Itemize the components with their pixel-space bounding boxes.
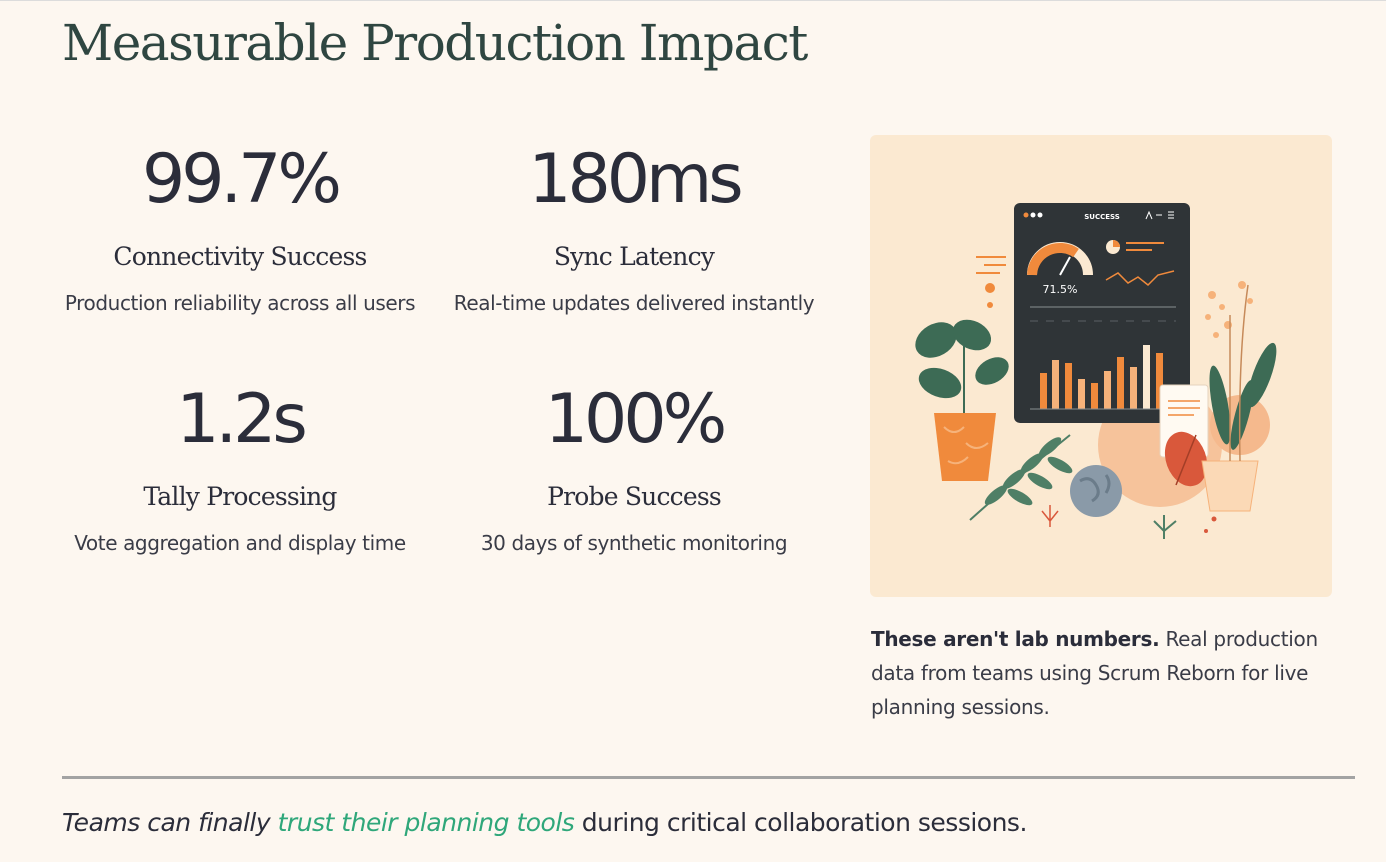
stat-label: Sync Latency bbox=[553, 242, 715, 271]
illustration-svg: SUCCESS 71.5% bbox=[915, 203, 1277, 539]
production-note: These aren't lab numbers. Real productio… bbox=[871, 622, 1341, 724]
stat-label: Probe Success bbox=[547, 482, 722, 511]
dashboard-illustration: SUCCESS 71.5% bbox=[870, 135, 1332, 597]
trend-line bbox=[1105, 270, 1175, 287]
footer-tagline: Teams can finally trust their planning t… bbox=[62, 808, 1027, 837]
plant-leaves bbox=[1209, 342, 1277, 450]
stat-description: Vote aggregation and display time bbox=[74, 531, 406, 555]
plant-pot bbox=[1201, 460, 1259, 512]
stats-grid: 99.7% Connectivity Success Production re… bbox=[40, 130, 840, 600]
spark-icon bbox=[987, 302, 993, 308]
stat-value: 100% bbox=[544, 380, 727, 459]
stat-tally-processing: 1.2s Tally Processing Vote aggregation a… bbox=[40, 370, 440, 558]
section-divider bbox=[62, 776, 1355, 779]
plant-pot bbox=[934, 413, 996, 481]
page-title: Measurable Production Impact bbox=[62, 14, 808, 72]
globe-icon bbox=[1070, 465, 1122, 517]
bar-chart bbox=[1040, 345, 1163, 409]
top-border bbox=[0, 0, 1386, 1]
stat-description: 30 days of synthetic monitoring bbox=[480, 531, 788, 555]
flower-dots bbox=[1205, 281, 1253, 338]
gauge-value: 71.5% bbox=[1043, 283, 1078, 296]
plant-leaves bbox=[915, 319, 1009, 399]
stat-description: Real-time updates delivered instantly bbox=[453, 291, 815, 315]
stat-value: 99.7% bbox=[141, 140, 342, 219]
stat-connectivity: 99.7% Connectivity Success Production re… bbox=[40, 130, 440, 318]
note-emphasis: These aren't lab numbers. bbox=[871, 627, 1160, 651]
planning-tools-link[interactable]: trust their planning tools bbox=[277, 808, 575, 837]
note-text: Real production data from teams using Sc… bbox=[871, 627, 1318, 719]
spark-icon bbox=[985, 283, 995, 293]
decor-lines bbox=[976, 256, 1006, 274]
dashboard-header-label: SUCCESS bbox=[1084, 213, 1120, 221]
fern-leaves bbox=[969, 434, 1073, 521]
gauge-fill bbox=[1027, 242, 1079, 276]
stat-value: 180ms bbox=[528, 140, 743, 219]
stat-label: Connectivity Success bbox=[113, 242, 367, 271]
stat-value: 1.2s bbox=[176, 380, 308, 459]
stat-description: Production reliability across all users bbox=[64, 291, 416, 315]
stat-label: Tally Processing bbox=[143, 482, 337, 511]
footer-tail: during critical collaboration sessions. bbox=[574, 808, 1028, 837]
footer-lead: Teams can finally bbox=[62, 808, 278, 837]
stat-sync-latency: 180ms Sync Latency Real-time updates del… bbox=[434, 130, 834, 318]
stat-probe-success: 100% Probe Success 30 days of synthetic … bbox=[434, 370, 834, 558]
